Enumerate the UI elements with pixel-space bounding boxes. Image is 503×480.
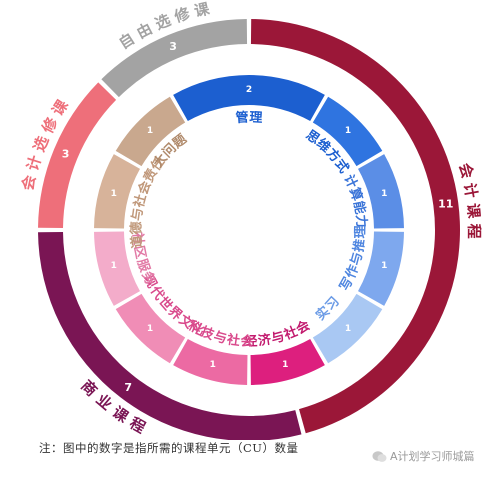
svg-text:社: 社 [281,324,300,344]
watermark: A计划学习师城篇 [372,448,475,464]
svg-text:商: 商 [77,377,100,400]
inner-ring-value-8: 1 [111,261,117,271]
svg-text:现: 现 [140,272,159,290]
outer-ring-value-1: 7 [124,381,132,394]
svg-text:力: 力 [353,214,370,228]
svg-text:修: 修 [38,114,62,137]
outer-ring-slice-2 [38,82,117,229]
svg-text:由: 由 [134,19,156,42]
svg-text:选: 选 [30,134,52,155]
svg-text:会: 会 [19,174,40,192]
inner-ring-label-0: 管理 [235,109,263,126]
svg-text:程: 程 [465,224,483,239]
inner-ring-slice-9 [94,154,140,229]
svg-text:德: 德 [128,221,144,234]
svg-text:能: 能 [350,200,368,216]
svg-text:与: 与 [348,251,366,267]
svg-text:济: 济 [257,331,273,349]
svg-text:课: 课 [109,403,132,427]
inner-ring-slice-2 [358,154,404,229]
svg-text:经: 经 [244,333,257,349]
inner-ring-value-5: 1 [282,360,288,370]
inner-ring-slice-8 [94,231,140,306]
inner-ring-value-4: 1 [345,324,351,334]
svg-text:理: 理 [249,110,263,126]
svg-text:道: 道 [128,234,145,249]
inner-ring-slice-4 [312,293,383,364]
svg-text:社: 社 [129,231,146,246]
svg-text:与: 与 [212,329,228,347]
svg-text:程: 程 [127,414,149,437]
inner-ring-value-6: 1 [210,360,216,370]
svg-text:会: 会 [455,161,476,180]
inner-ring-label-6: 科技与社会 [185,317,254,349]
inner-ring-value-10: 1 [147,126,153,136]
svg-text:课: 课 [48,96,72,119]
svg-text:算: 算 [346,186,365,203]
svg-text:与: 与 [270,329,286,347]
svg-text:推: 推 [351,238,369,253]
inner-ring-slice-6 [173,339,248,385]
svg-text:计: 计 [341,172,361,191]
svg-text:课: 课 [464,203,483,220]
donut-chart: 11会计课程7商业课程3会计选修课3自由选修课 2管 理1思维方式1计算能力1写作… [19,0,483,440]
svg-text:与: 与 [130,207,147,222]
inner-ring-value-2: 1 [381,189,387,199]
outer-ring-value-2: 3 [62,148,70,161]
watermark-text: A计划学习师城篇 [390,450,475,463]
svg-text:计: 计 [23,153,45,173]
outer-ring-slice-0 [250,19,461,434]
svg-text:服: 服 [134,257,153,275]
svg-text:区: 区 [131,244,148,260]
inner-ring-value-7: 1 [147,324,153,334]
svg-text:计: 计 [460,182,480,200]
svg-text:写: 写 [337,275,356,294]
inner-ring-slice-1 [312,96,383,167]
inner-ring-label-10: 大问题 [150,131,191,171]
inner-ring-value-3: 1 [381,261,387,271]
inner-ring-value-9: 1 [111,189,117,199]
svg-text:会: 会 [240,333,254,349]
svg-text:管: 管 [235,109,249,126]
svg-text:修: 修 [171,4,193,26]
inner-ring-slice-7 [115,293,186,364]
svg-text:作: 作 [343,263,363,281]
inner-ring-slice-3 [358,231,404,306]
outer-ring-value-0: 11 [438,198,453,211]
inner-ring-value-1: 1 [345,126,351,136]
wechat-icon [372,450,387,463]
outer-ring-slice-3 [101,19,248,98]
inner-ring-slice-0 [173,75,325,121]
inner-ring-slice-5 [250,339,325,385]
svg-text:选: 选 [153,11,174,33]
outer-ring: 11会计课程7商业课程3会计选修课3自由选修课 [19,0,483,440]
outer-ring-value-3: 3 [169,40,177,53]
svg-text:社: 社 [225,331,241,349]
footnote: 注：图中的数字是指所需的课程单元（CU）数量 [39,441,299,455]
svg-text:课: 课 [193,0,212,20]
svg-text:理: 理 [353,225,368,238]
inner-ring-slice-10 [115,96,186,167]
outer-ring-label-3: 自由选修课 [116,0,212,53]
svg-text:社: 社 [131,193,150,211]
inner-ring-value-0: 2 [246,85,252,95]
svg-text:业: 业 [93,390,116,413]
outer-ring-slice-1 [38,231,302,440]
svg-text:自: 自 [116,29,138,52]
